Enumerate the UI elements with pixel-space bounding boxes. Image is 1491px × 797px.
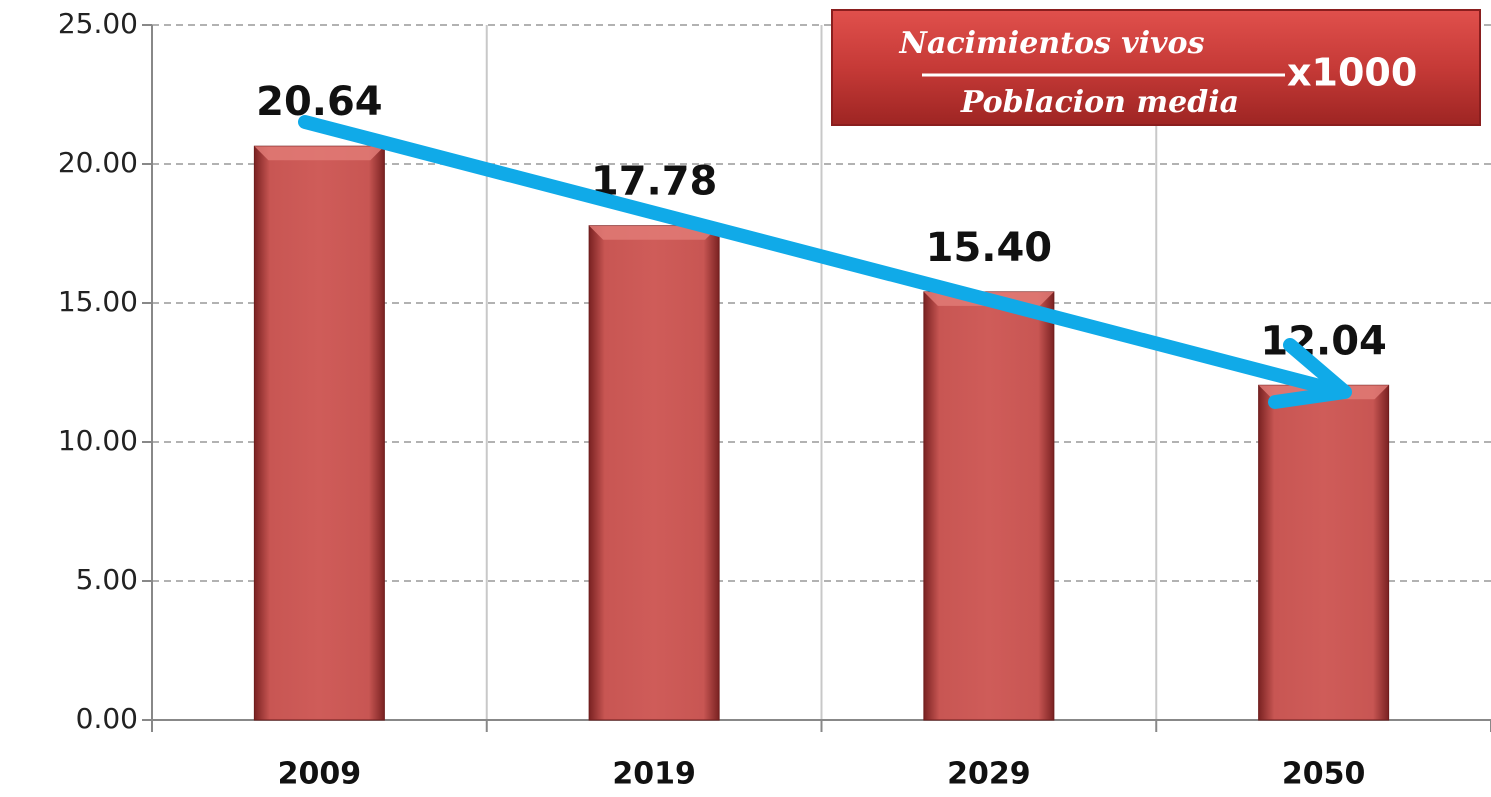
- x-tick-label: 2050: [1282, 757, 1366, 792]
- value-label: 12.04: [1260, 318, 1387, 364]
- x-tick-label: 2009: [278, 757, 362, 792]
- formula-denominator: Poblacion media: [960, 85, 1239, 120]
- bar-bevel: [589, 225, 720, 240]
- y-tick-label: 15.00: [58, 285, 138, 318]
- bar: [923, 291, 1055, 721]
- y-tick-label: 0.00: [76, 702, 138, 735]
- x-tick-label: 2019: [612, 757, 696, 792]
- bar-bevel: [254, 146, 385, 161]
- y-tick-label: 10.00: [58, 424, 138, 457]
- y-tick-label: 20.00: [58, 146, 138, 179]
- x-tick-label: 2029: [947, 757, 1031, 792]
- bar: [588, 225, 720, 721]
- value-label: 20.64: [256, 79, 383, 125]
- formula-multiplier: x1000: [1287, 51, 1417, 95]
- y-tick-label: 5.00: [76, 563, 138, 596]
- trend-arrow: [298, 115, 1352, 409]
- bar: [1258, 384, 1390, 721]
- formula-background: [831, 9, 1481, 126]
- y-tick-label: 25.00: [58, 7, 138, 40]
- bar: [253, 145, 385, 721]
- formula-box: Nacimientos vivos Poblacion media x1000: [831, 9, 1481, 126]
- value-label: 15.40: [926, 225, 1053, 271]
- formula-numerator: Nacimientos vivos: [899, 26, 1205, 61]
